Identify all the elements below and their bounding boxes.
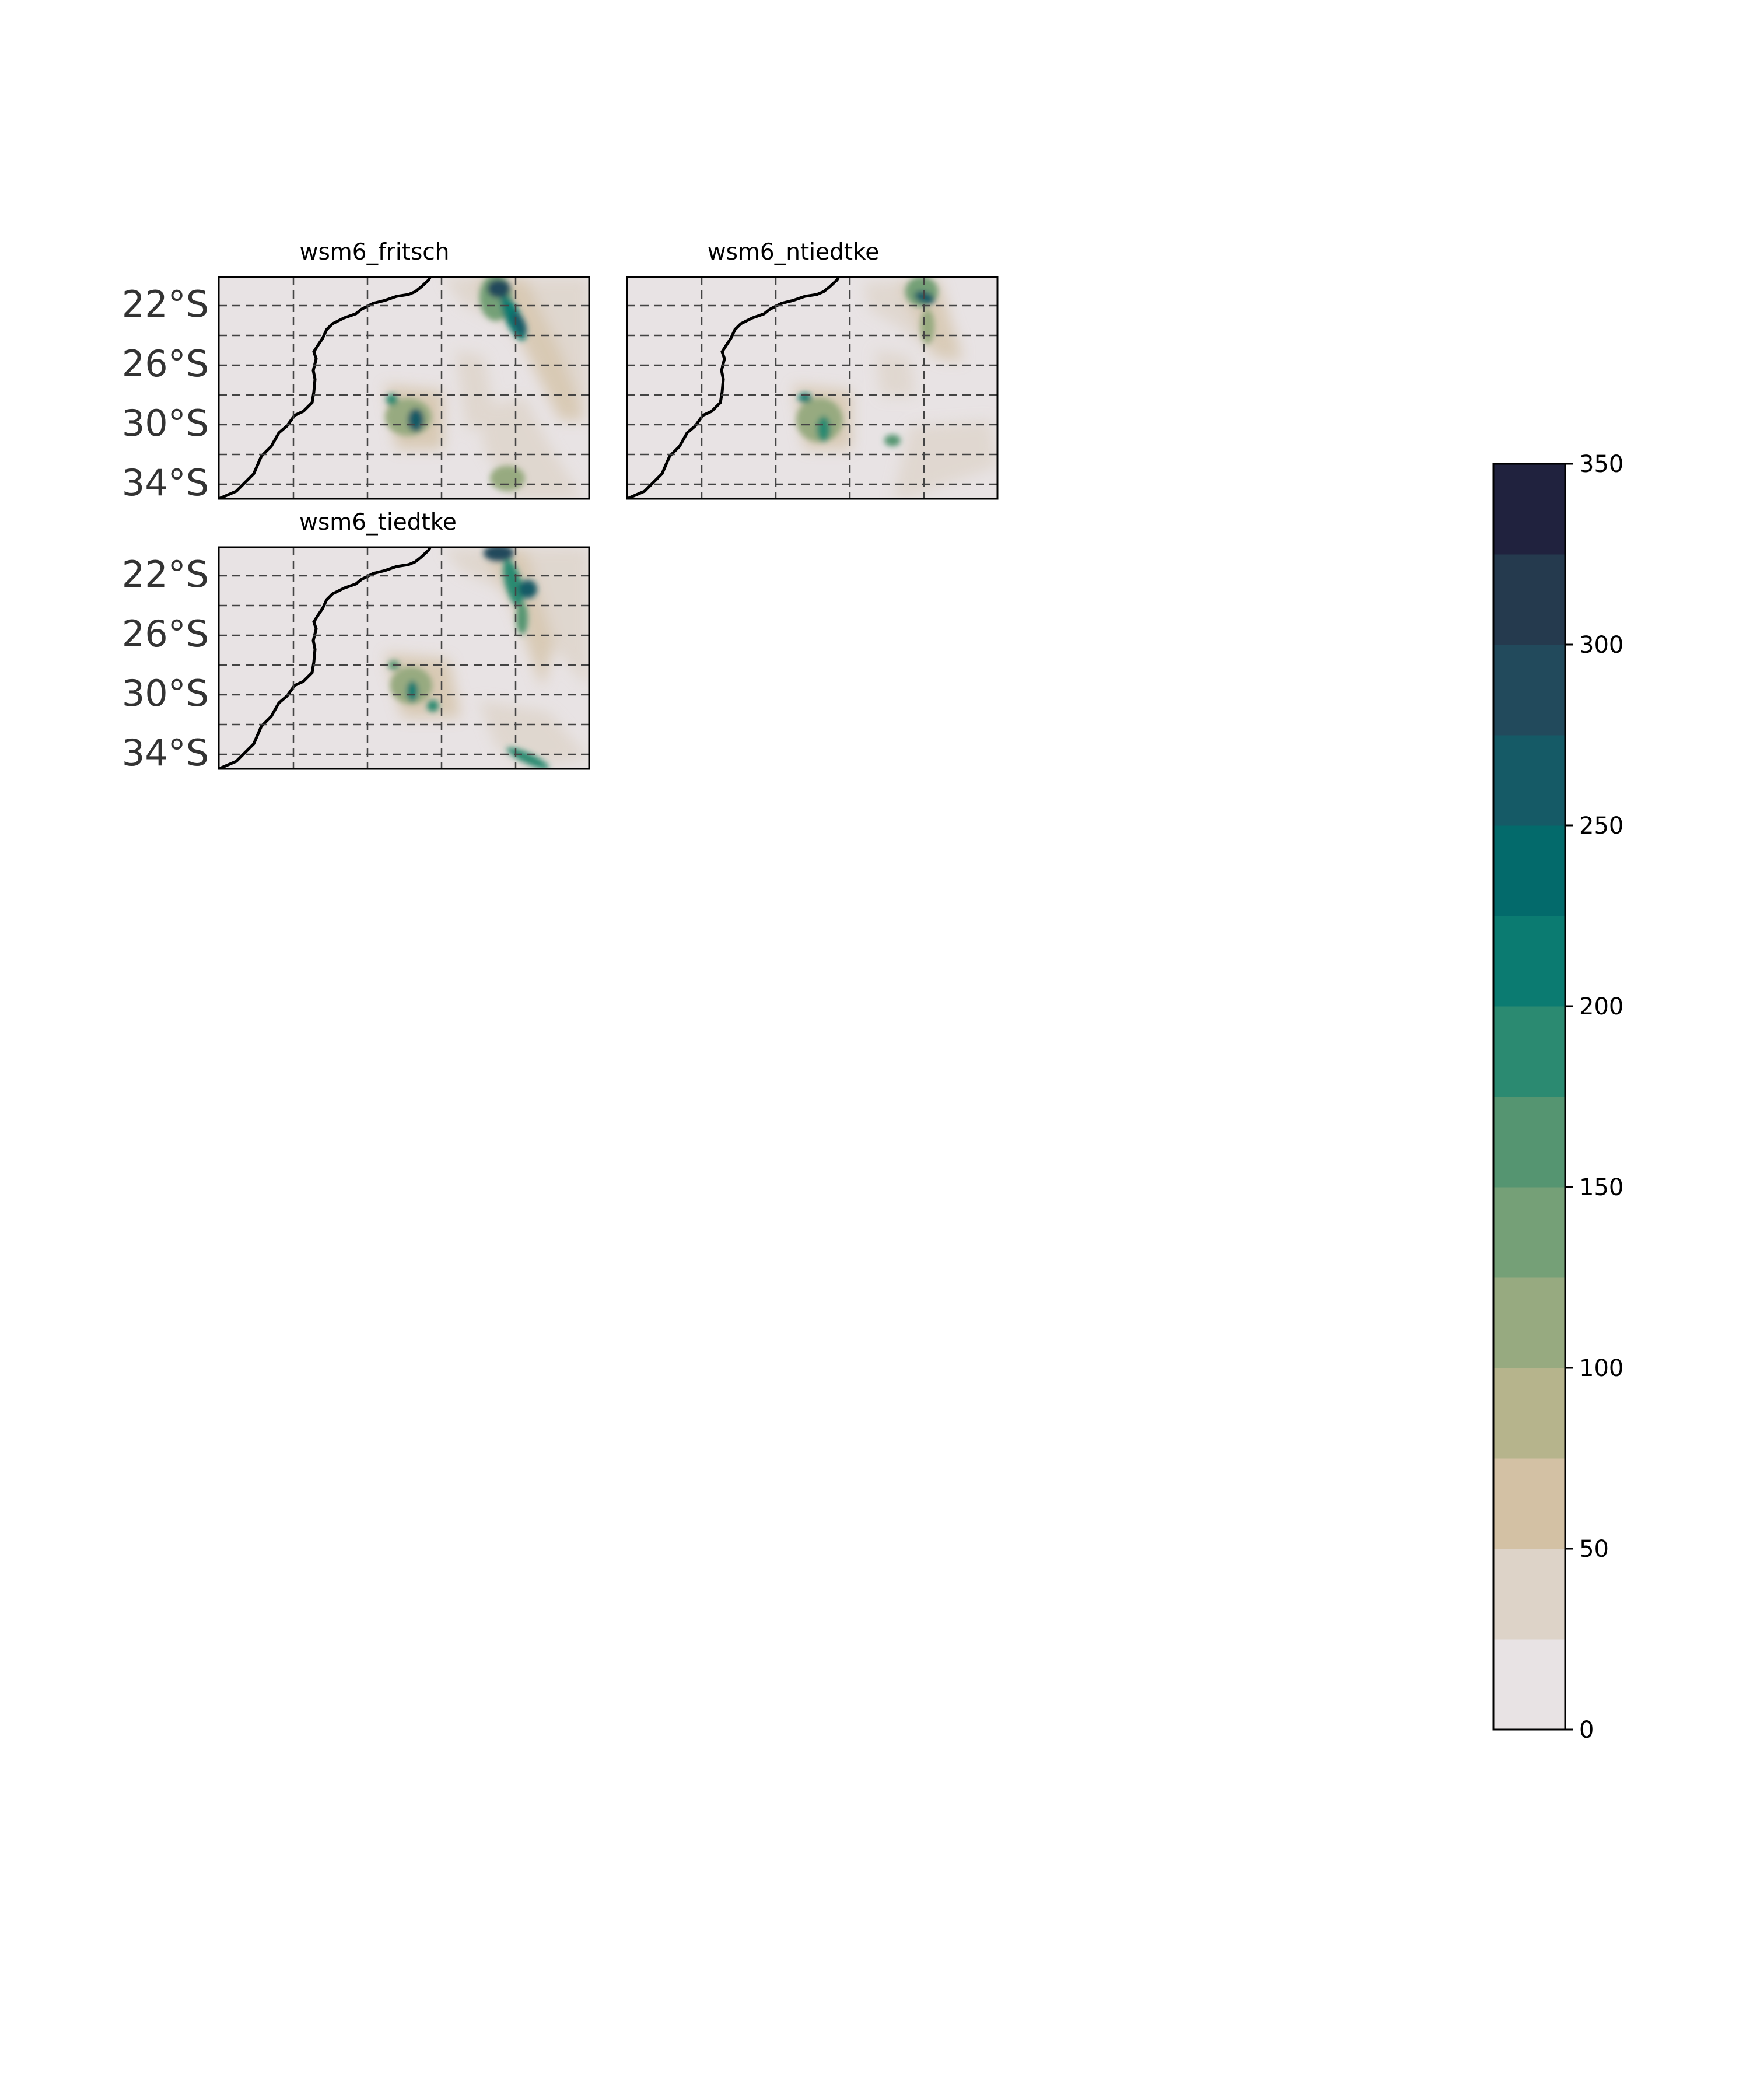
colorbar-segment [1493, 735, 1565, 826]
coastline [219, 547, 432, 769]
map-panel-fritsch: wsm6_fritsch [122, 239, 590, 504]
gridlines [627, 277, 998, 499]
colorbar-segment [1493, 1368, 1565, 1459]
map-frame [626, 276, 999, 500]
colorbar-segment [1493, 825, 1565, 916]
gridlines [219, 277, 589, 499]
coastline [627, 277, 841, 499]
map-frame [218, 546, 590, 770]
colorbar-segment [1493, 1458, 1565, 1549]
lat-label: 30°S [122, 672, 209, 715]
colorbar-ticks: 0 50 100 150 200 250 300 350 [1565, 451, 1623, 1744]
colorbar-tick-label: 350 [1579, 451, 1623, 478]
colorbar-tick-label: 200 [1579, 993, 1623, 1020]
colorbar-tick-label: 300 [1579, 632, 1623, 659]
map-panel-ntiedtke: wsm6_ntiedtke [626, 239, 999, 500]
gridlines [219, 547, 589, 769]
colorbar-segment [1493, 1006, 1565, 1097]
lat-label: 26°S [122, 612, 209, 655]
colorbar-segment [1493, 1639, 1565, 1730]
lat-label: 34°S [122, 461, 209, 504]
colorbar-segment [1493, 1097, 1565, 1188]
colorbar-tick-label: 150 [1579, 1174, 1623, 1201]
lat-label: 22°S [122, 553, 209, 596]
colorbar-segment [1493, 554, 1565, 645]
colorbar-segment [1493, 916, 1565, 1007]
colorbar: 0 50 100 150 200 250 300 350 [1492, 451, 1623, 1744]
lat-labels: 22°S 26°S 30°S 34°S [122, 283, 209, 504]
precip-field [385, 547, 589, 769]
map-frame [218, 276, 590, 500]
colorbar-tick-label: 0 [1579, 1717, 1594, 1744]
colorbar-frame [1492, 463, 1566, 1731]
lat-label: 34°S [122, 732, 209, 774]
panel-title: wsm6_tiedtke [299, 509, 457, 536]
colorbar-tick-label: 100 [1579, 1355, 1623, 1382]
lat-label: 22°S [122, 283, 209, 326]
colorbar-tick-label: 250 [1579, 813, 1623, 839]
coastline [219, 277, 432, 499]
lat-label: 26°S [122, 342, 209, 385]
colorbar-segment [1493, 1187, 1565, 1278]
colorbar-tick-label: 50 [1579, 1536, 1609, 1563]
panel-title: wsm6_ntiedtke [708, 239, 880, 265]
colorbar-segment [1493, 1278, 1565, 1368]
precip-field [793, 277, 998, 499]
colorbar-segment [1493, 464, 1565, 555]
lat-label: 30°S [122, 402, 209, 444]
colorbar-segment [1493, 1549, 1565, 1640]
colorbar-segments [1493, 464, 1565, 1730]
lat-labels: 22°S 26°S 30°S 34°S [122, 553, 209, 774]
colorbar-segment [1493, 645, 1565, 736]
precip-field [385, 277, 589, 499]
map-panel-tiedtke: wsm6_tiedtke [122, 509, 590, 774]
panel-title: wsm6_fritsch [300, 239, 450, 265]
